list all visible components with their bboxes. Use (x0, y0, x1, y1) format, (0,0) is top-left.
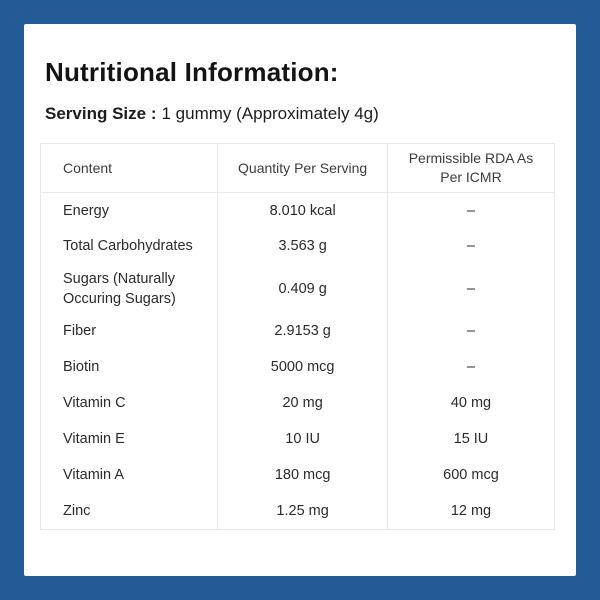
cell-quantity: 5000 mcg (217, 349, 388, 386)
cell-content: Total Carbohydrates (63, 238, 193, 255)
cell-rda: – (386, 228, 555, 265)
cell-quantity: 10 IU (217, 421, 388, 458)
cell-quantity: 2.9153 g (217, 313, 388, 350)
header-content: Content (40, 143, 218, 193)
table-row-zinc: Zinc 1.25 mg 12 mg (41, 493, 555, 530)
table-row-sugars: Sugars (Naturally Occuring Sugars) 0.409… (41, 264, 555, 314)
cell-quantity: 3.563 g (217, 228, 388, 265)
cell-quantity: 180 mcg (217, 457, 388, 494)
header-permissible-rda: Permissible RDA As Per ICMR (386, 143, 555, 193)
table-row-fiber: Fiber 2.9153 g – (41, 313, 555, 350)
cell-rda: 12 mg (386, 493, 555, 530)
cell-rda: – (386, 349, 555, 386)
table-row-total-carbohydrates: Total Carbohydrates 3.563 g – (41, 228, 555, 265)
table-row-vitamin-c: Vitamin C 20 mg 40 mg (41, 385, 555, 422)
cell-content: Fiber (63, 322, 97, 339)
cell-rda: 600 mcg (386, 457, 555, 494)
serving-size-label: Serving Size : (45, 104, 157, 123)
cell-quantity: 0.409 g (217, 264, 388, 314)
serving-size-line: Serving Size :1 gummy (Approximately 4g) (45, 104, 556, 124)
cell-content: Vitamin A (63, 466, 124, 483)
table-row-vitamin-e: Vitamin E 10 IU 15 IU (41, 421, 555, 458)
cell-content: Biotin (63, 358, 100, 375)
nutrition-table: Content Quantity Per Serving Permissible… (40, 143, 555, 530)
cell-quantity: 8.010 kcal (217, 192, 388, 229)
cell-quantity: 1.25 mg (217, 493, 388, 530)
cell-content: Vitamin E (63, 430, 125, 447)
cell-content: Sugars (Naturally Occuring Sugars) (63, 270, 176, 307)
table-row-biotin: Biotin 5000 mcg – (41, 349, 555, 386)
nutrition-card: Nutritional Information: Serving Size :1… (24, 24, 576, 576)
cell-rda: 40 mg (386, 385, 555, 422)
table-header-row: Content Quantity Per Serving Permissible… (40, 143, 555, 193)
cell-rda: – (386, 313, 555, 350)
cell-content: Energy (63, 202, 109, 219)
cell-quantity: 20 mg (217, 385, 388, 422)
serving-size-value: 1 gummy (Approximately 4g) (161, 104, 379, 123)
table-row-energy: Energy 8.010 kcal – (41, 192, 555, 229)
cell-rda: 15 IU (386, 421, 555, 458)
cell-content: Zinc (63, 502, 91, 519)
cell-content: Vitamin C (63, 394, 126, 411)
cell-rda: – (386, 264, 555, 314)
page-title: Nutritional Information: (45, 57, 339, 87)
table-row-vitamin-a: Vitamin A 180 mcg 600 mcg (41, 457, 555, 494)
header-quantity-per-serving: Quantity Per Serving (217, 143, 388, 193)
cell-rda: – (386, 192, 555, 229)
